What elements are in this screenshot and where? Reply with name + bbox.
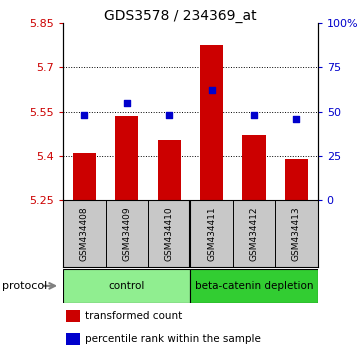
Text: GSM434409: GSM434409 [122, 206, 131, 261]
Point [124, 100, 130, 105]
Bar [66, 333, 80, 345]
Text: GSM434411: GSM434411 [207, 206, 216, 261]
Bar [115, 116, 139, 200]
Text: GSM434412: GSM434412 [249, 206, 258, 261]
Text: control: control [109, 281, 145, 291]
Point [209, 87, 214, 93]
Text: GSM434413: GSM434413 [292, 206, 301, 261]
Text: transformed count: transformed count [85, 311, 182, 321]
Bar [285, 159, 308, 200]
Text: GSM434410: GSM434410 [165, 206, 174, 261]
Bar [63, 269, 191, 303]
Bar [200, 45, 223, 200]
Text: GDS3578 / 234369_at: GDS3578 / 234369_at [104, 9, 257, 23]
Point [166, 112, 172, 118]
Point [251, 112, 257, 118]
Bar [242, 135, 266, 200]
Bar [191, 269, 318, 303]
Point [82, 112, 87, 118]
Text: percentile rank within the sample: percentile rank within the sample [85, 334, 261, 344]
Text: protocol: protocol [2, 281, 47, 291]
Text: beta-catenin depletion: beta-catenin depletion [195, 281, 313, 291]
Bar [73, 153, 96, 200]
Bar [157, 139, 181, 200]
Text: GSM434408: GSM434408 [80, 206, 89, 261]
Point [293, 116, 299, 121]
Bar [66, 310, 80, 322]
